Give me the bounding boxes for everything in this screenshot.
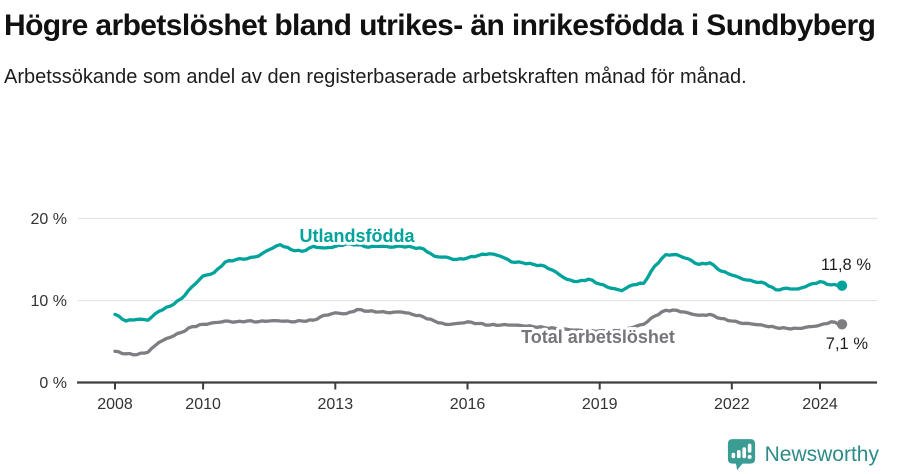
page-title: Högre arbetslöshet bland utrikes- än inr… [4,9,876,42]
x-tick-label-2016: 2016 [450,396,486,413]
chart-header: Högre arbetslöshet bland utrikes- än inr… [4,6,892,92]
y-tick-label-20: 20 % [31,211,67,228]
newsworthy-logo-icon [727,439,755,471]
series-line-total-arbetsloshet [113,307,844,357]
x-tick-label-2022: 2022 [714,396,750,413]
series-label-utlandsfodda: Utlandsfödda [300,226,416,246]
series-line-utlandsfodda [113,242,844,323]
y-tick-label-10: 10 % [31,293,67,310]
chart-subtitle: Arbetssökande som andel av den registerb… [4,65,747,88]
series-label-total-arbetsloshet: Total arbetslöshet [521,327,675,347]
series-end-dot-utlandsfodda [836,280,848,291]
series-end-dot-total-arbetsloshet [836,319,848,330]
newsworthy-brand: Newsworthy [727,438,879,471]
value-label-total-arbetsloshet: 7,1 % [826,335,869,353]
x-tick-label-2008: 2008 [97,396,133,413]
brand-name: Newsworthy [764,442,879,466]
x-tick-label-2013: 2013 [318,396,354,413]
x-tick-label-2010: 2010 [185,396,221,413]
x-tick-label-2019: 2019 [582,396,618,413]
x-tick-label-2024: 2024 [802,396,838,413]
y-tick-label-0: 0 % [39,375,67,392]
value-label-utlandsfodda: 11,8 % [821,256,871,274]
